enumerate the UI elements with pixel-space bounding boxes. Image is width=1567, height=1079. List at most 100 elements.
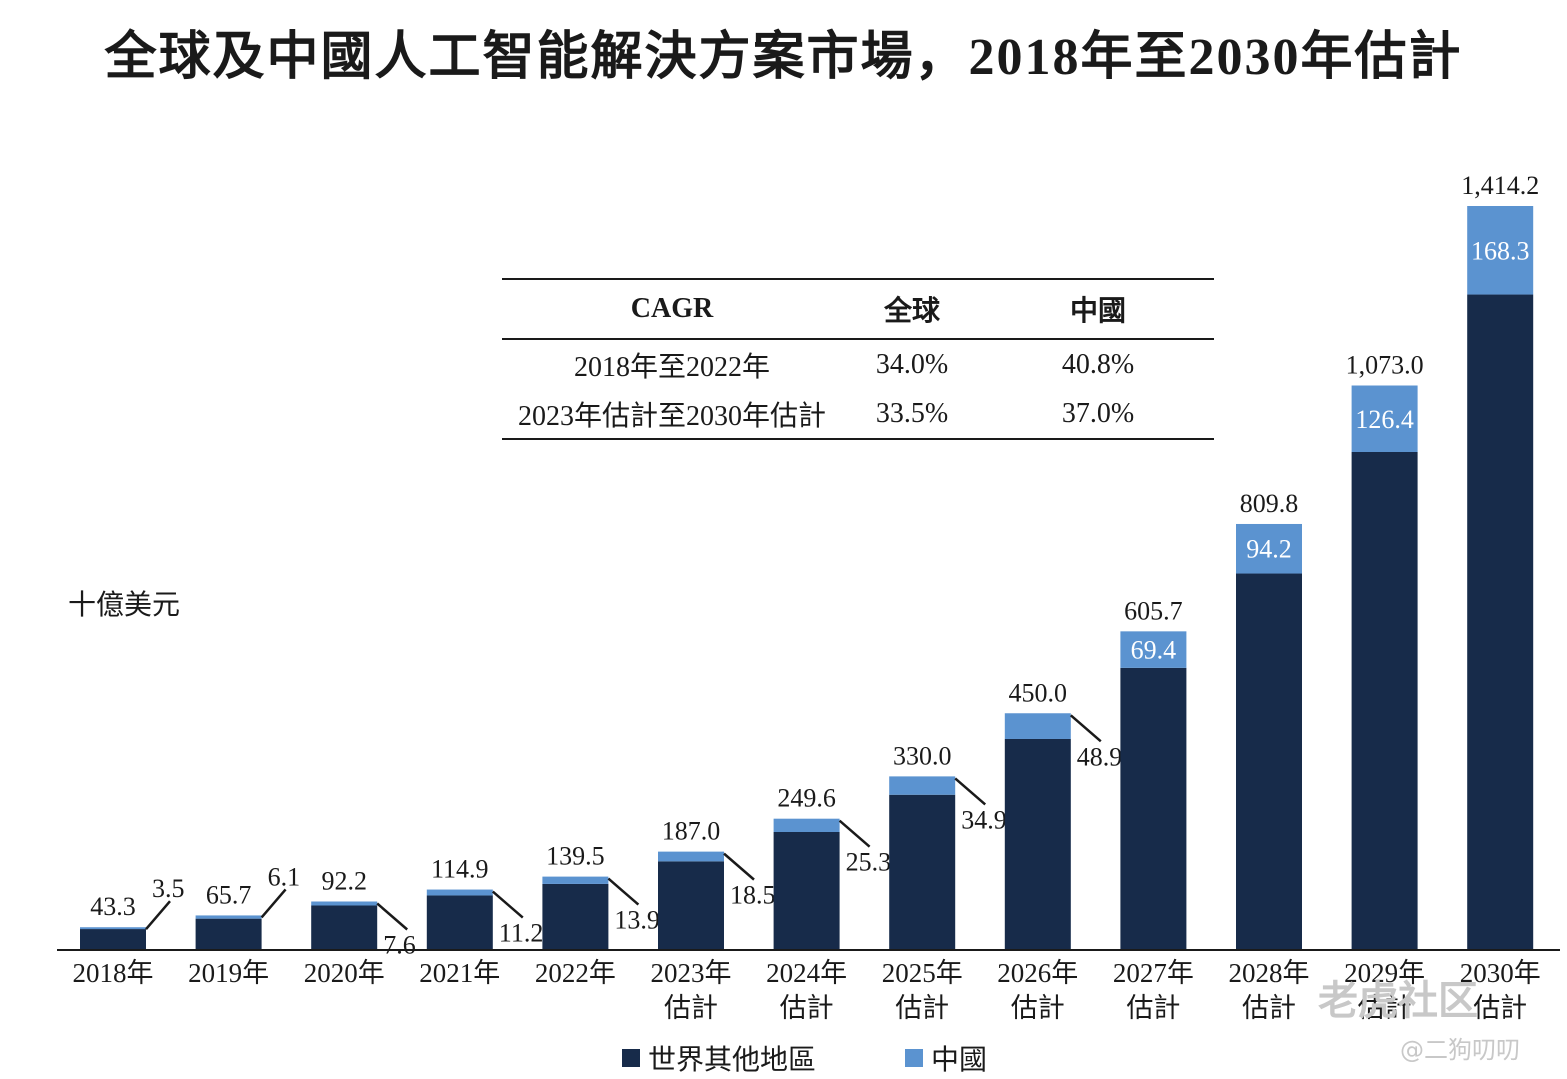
cagr-header-label: CAGR xyxy=(502,278,842,340)
x-tick-label: 估計 xyxy=(1126,993,1180,1023)
x-tick-label: 2026年 xyxy=(997,958,1078,988)
x-tick-label: 2024年 xyxy=(766,958,847,988)
china-label: 69.4 xyxy=(1131,636,1177,665)
bar-rest-of-world xyxy=(1236,573,1302,950)
total-label: 139.5 xyxy=(546,842,605,871)
bar-rest-of-world xyxy=(1467,294,1534,950)
china-leader-line xyxy=(723,852,755,881)
total-label: 114.9 xyxy=(431,855,489,884)
bar-china xyxy=(311,901,378,906)
china-label: 34.9 xyxy=(961,805,1007,834)
cagr-period: 2018年至2022年 xyxy=(573,351,770,383)
china-leader-line xyxy=(260,888,287,919)
total-label: 605.7 xyxy=(1124,596,1183,625)
cagr-period: 2023年估計至2030年估計 xyxy=(502,389,842,440)
china-leader-line xyxy=(491,890,524,919)
x-tick-label: 2025年 xyxy=(882,958,963,988)
bar-rest-of-world xyxy=(658,861,724,950)
china-label: 126.4 xyxy=(1355,405,1414,434)
x-tick-label: 2019年 xyxy=(188,958,269,988)
bar-china xyxy=(80,927,146,930)
watermark-handle: @二狗叨叨 xyxy=(1400,1036,1520,1064)
legend-swatch-rest-of-world xyxy=(622,1049,640,1067)
x-tick-label: 2021年 xyxy=(419,958,500,988)
bar-rest-of-world xyxy=(889,794,956,950)
china-label: 6.1 xyxy=(268,862,301,891)
bar-china xyxy=(1351,385,1418,453)
legend-item-rest-of-world: 世界其他地區 xyxy=(622,1038,816,1078)
china-label: 13.9 xyxy=(614,906,660,935)
legend-swatch-china xyxy=(905,1049,923,1067)
cagr-row: 2023年估計至2030年估計 33.5% 37.0% xyxy=(502,389,1214,440)
bar-china xyxy=(1236,523,1302,574)
cagr-global-value: 33.5% xyxy=(842,389,982,440)
china-leader-line xyxy=(607,877,640,906)
total-label: 809.8 xyxy=(1240,489,1299,518)
x-tick-label: 2018年 xyxy=(73,958,154,988)
cagr-global-value: 34.0% xyxy=(875,348,949,380)
cagr-china-value: 40.8% xyxy=(1061,348,1135,380)
bar-china xyxy=(426,889,493,896)
bar-china xyxy=(195,915,262,919)
x-tick-label: 2023年 xyxy=(651,958,732,988)
bar-china xyxy=(889,776,956,795)
total-label: 1,414.2 xyxy=(1461,171,1539,200)
x-tick-label: 2020年 xyxy=(304,958,385,988)
cagr-row: 2018年至2022年 34.0% 40.8% xyxy=(502,339,1214,389)
total-label: 1,073.0 xyxy=(1346,351,1424,380)
total-label: 187.0 xyxy=(662,817,721,846)
x-tick-label: 估計 xyxy=(895,993,949,1023)
china-label: 94.2 xyxy=(1246,535,1292,564)
bar-rest-of-world xyxy=(80,929,146,950)
x-tick-label: 2022年 xyxy=(535,958,616,988)
bar-china xyxy=(1467,206,1534,295)
x-tick-label: 估計 xyxy=(664,993,718,1023)
x-tick-label: 2027年 xyxy=(1113,958,1194,988)
x-tick-label: 2028年 xyxy=(1229,958,1310,988)
x-tick-label: 估計 xyxy=(1473,993,1527,1023)
cagr-header-china: 中國 xyxy=(982,278,1214,340)
bar-china xyxy=(658,851,724,862)
x-tick-label: 估計 xyxy=(1242,993,1296,1023)
bar-rest-of-world xyxy=(1004,738,1071,950)
total-label: 65.7 xyxy=(206,880,252,909)
total-label: 249.6 xyxy=(777,784,836,813)
china-label: 3.5 xyxy=(152,874,185,903)
legend-item-china: 中國 xyxy=(905,1038,987,1078)
watermark-brand: 老虎社区 xyxy=(1318,978,1478,1024)
china-label: 48.9 xyxy=(1077,742,1123,771)
bar-china xyxy=(1004,713,1071,739)
total-label: 43.3 xyxy=(90,892,136,921)
china-leader-line xyxy=(1069,714,1102,743)
china-label: 11.2 xyxy=(499,919,544,948)
china-leader-line xyxy=(376,902,409,931)
bar-rest-of-world xyxy=(426,895,493,950)
cagr-header-row: CAGR 全球 中國 xyxy=(502,278,1214,340)
x-tick-label: 估計 xyxy=(1011,993,1065,1023)
total-label: 330.0 xyxy=(893,741,952,770)
legend-label-china: 中國 xyxy=(931,1045,988,1076)
legend-label-rest-of-world: 世界其他地區 xyxy=(648,1045,817,1076)
china-label: 7.6 xyxy=(383,930,416,959)
bar-china xyxy=(1120,631,1187,668)
chart-title: 全球及中國人工智能解決方案市場，2018年至2030年估計 xyxy=(104,29,1463,86)
bar-china xyxy=(542,876,609,884)
total-label: 92.2 xyxy=(321,866,367,895)
bar-rest-of-world xyxy=(773,831,840,950)
cagr-table: CAGR 全球 中國 2018年至2022年 34.0% 40.8% 2023年… xyxy=(502,278,1214,440)
total-label: 450.0 xyxy=(1009,678,1068,707)
bar-rest-of-world xyxy=(542,883,609,950)
unit-label: 十億美元 xyxy=(68,590,181,621)
bar-rest-of-world xyxy=(195,918,262,950)
china-label: 18.5 xyxy=(730,881,776,910)
x-tick-label: 估計 xyxy=(1358,993,1412,1023)
bar-china xyxy=(773,818,840,832)
x-tick-label: 估計 xyxy=(780,993,834,1023)
china-leader-line xyxy=(838,819,871,848)
bar-rest-of-world xyxy=(311,905,378,950)
china-leader-line xyxy=(145,900,171,931)
bar-rest-of-world xyxy=(1120,667,1187,950)
china-label: 25.3 xyxy=(846,848,892,877)
cagr-china-value: 37.0% xyxy=(982,389,1214,440)
